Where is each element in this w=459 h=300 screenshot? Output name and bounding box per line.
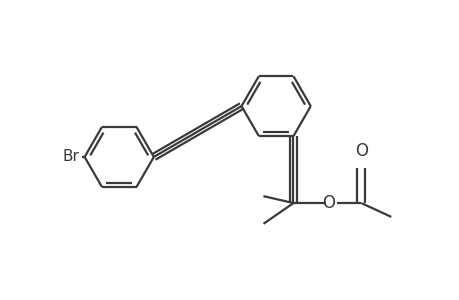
- Text: O: O: [354, 142, 367, 160]
- Text: O: O: [322, 194, 335, 212]
- Text: Br: Br: [62, 149, 79, 164]
